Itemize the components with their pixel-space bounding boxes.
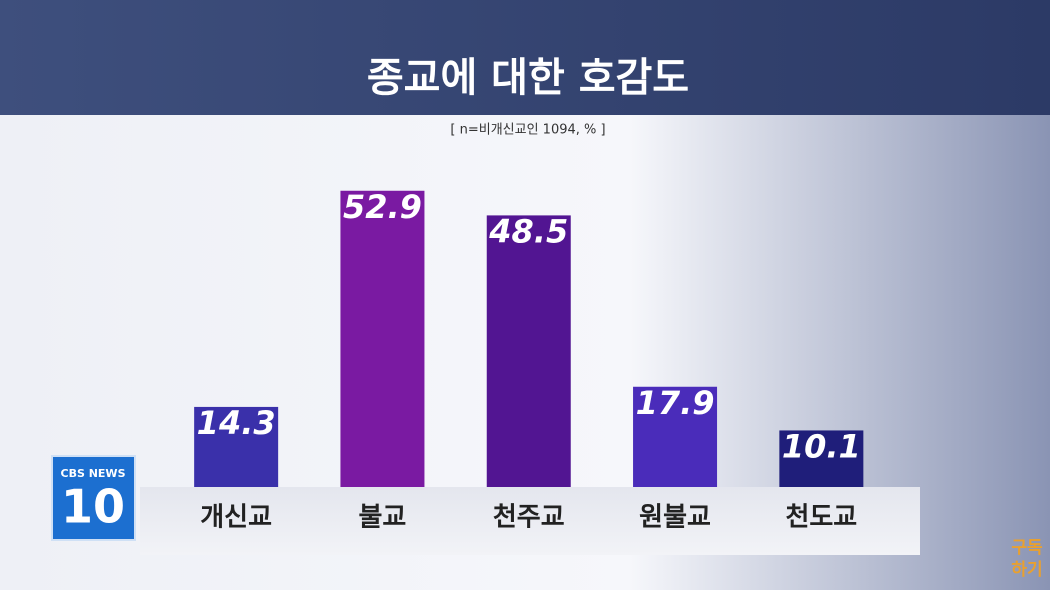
subscribe[interactable]: 구독: [1011, 538, 1043, 558]
plot: 14.3 개신교 52.9 불교 48.5 천주교 17.9 원불교 10.1 천도교: [194, 188, 864, 533]
bar: [194, 406, 279, 487]
value-label: 48.5: [488, 212, 568, 250]
subtitle: [ n=비개신교인 1094, % ]: [450, 123, 605, 138]
logo-number: 10: [61, 480, 125, 534]
value-label: 10.1: [782, 427, 861, 465]
category-strip: [140, 487, 920, 555]
logo-brand: CBS NEWS: [61, 467, 126, 480]
value-label: 14.3: [197, 404, 276, 442]
logo: [51, 455, 136, 541]
subscribe[interactable]: 하기: [1011, 560, 1042, 580]
x-tick-label: 개신교: [200, 503, 272, 533]
bar: [633, 386, 718, 487]
bar: [486, 215, 571, 487]
x-tick-label: 불교: [359, 503, 407, 533]
x-tick-label: 천도교: [785, 503, 857, 533]
bar: [340, 190, 425, 487]
header: [0, 0, 1050, 115]
value-label: 17.9: [636, 384, 715, 422]
x-tick-label: 천주교: [493, 503, 565, 533]
x-tick-label: 원불교: [639, 503, 711, 533]
chart-title: 종교에 대한 호감도: [367, 55, 689, 101]
bar: [779, 430, 864, 487]
value-label: 52.9: [343, 188, 422, 226]
